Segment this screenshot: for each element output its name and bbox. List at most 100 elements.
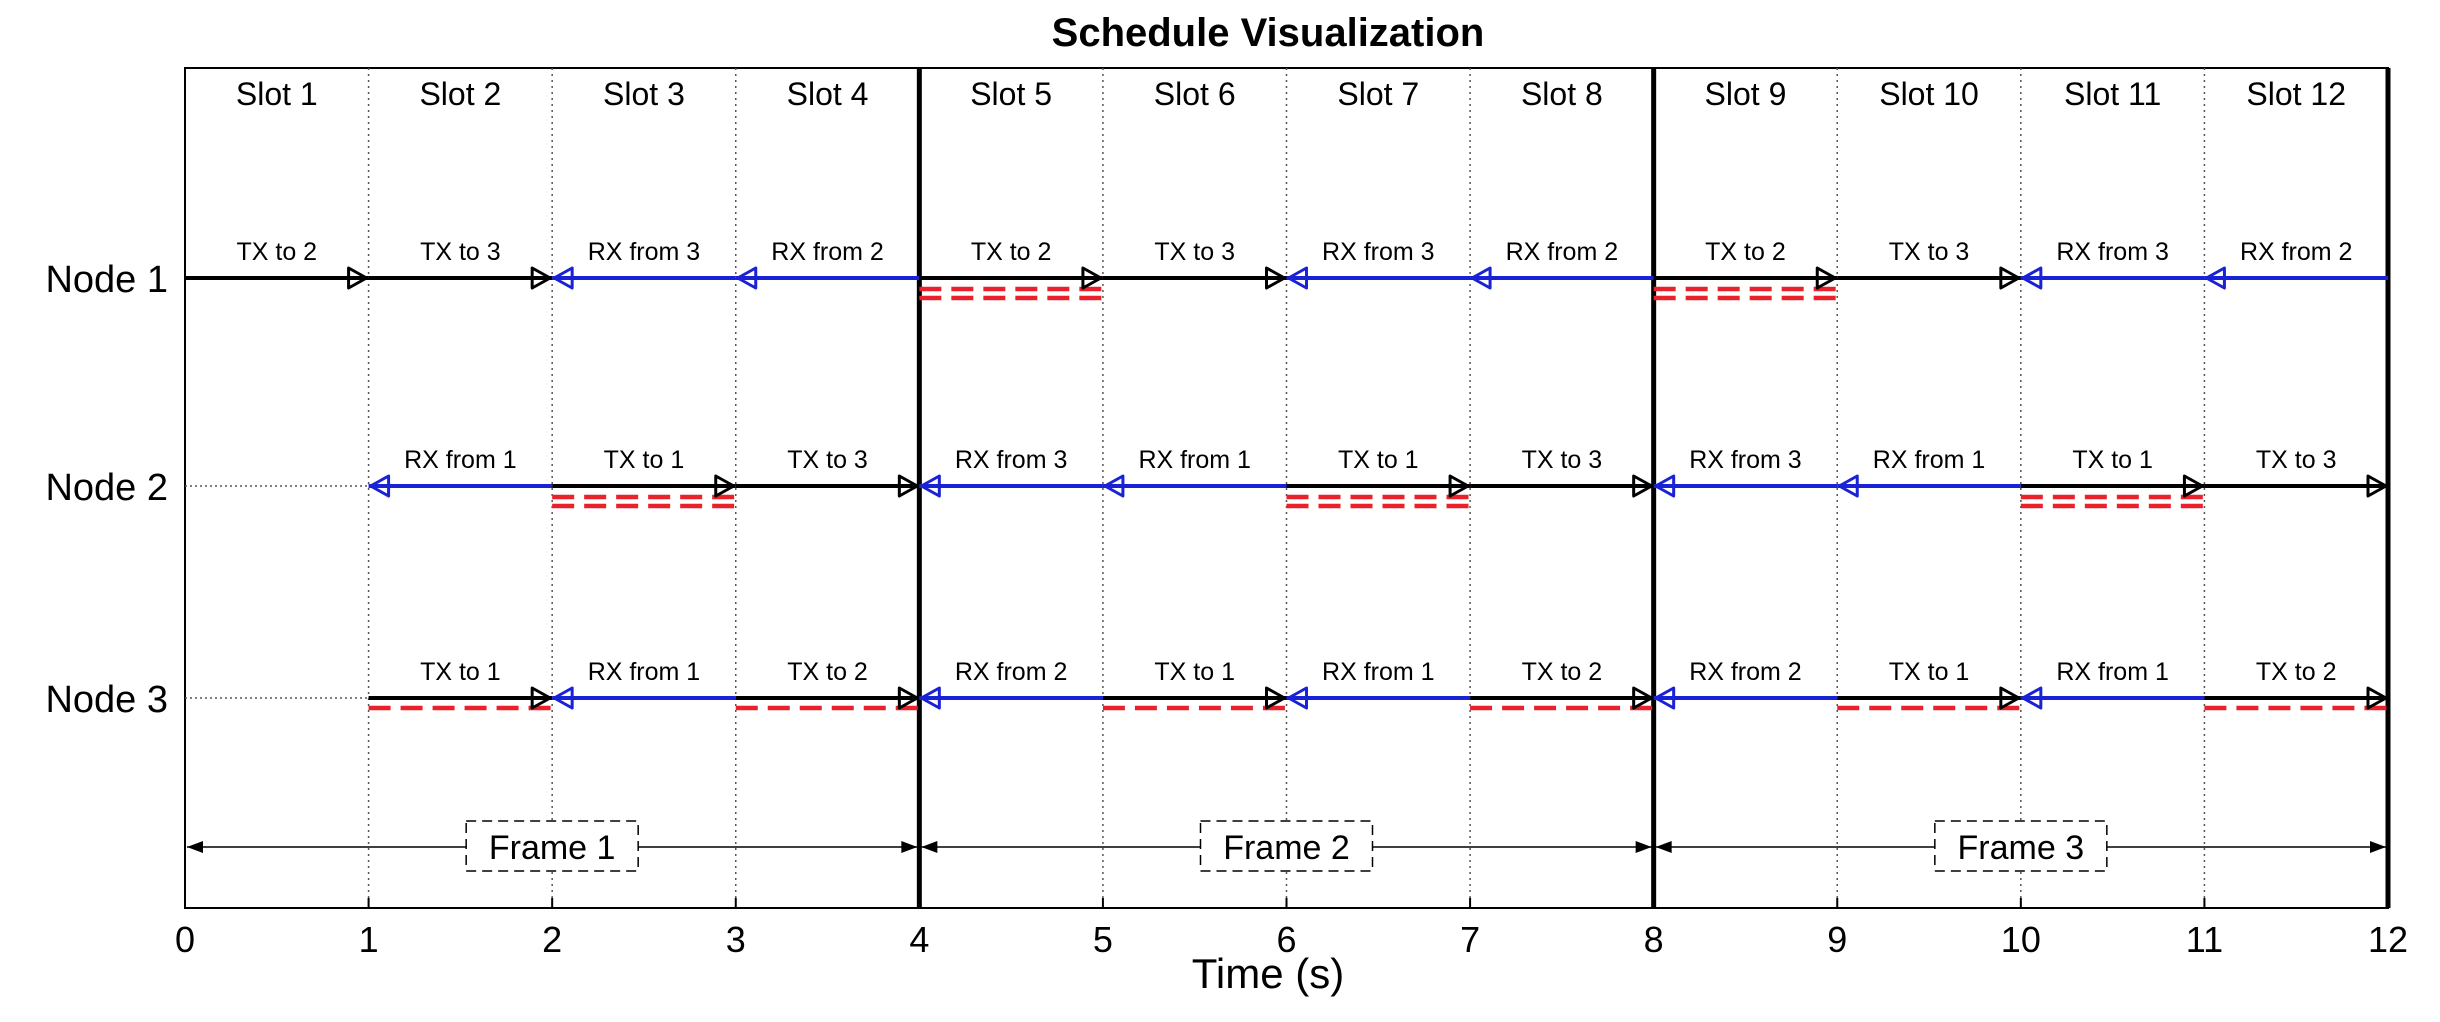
- slot-label: Slot 1: [236, 76, 318, 112]
- segment-label: RX from 2: [1689, 658, 1802, 686]
- segment-label: RX from 2: [955, 658, 1068, 686]
- segment-label: RX from 3: [955, 446, 1068, 474]
- segment-arrowhead: [1287, 266, 1308, 290]
- frame-label: Frame 2: [1223, 829, 1350, 867]
- segment-label: RX from 3: [1689, 446, 1802, 474]
- segment-label: RX from 3: [2056, 238, 2169, 266]
- segment-arrowhead: [369, 474, 391, 498]
- segment-label: TX to 3: [2256, 446, 2337, 474]
- frame-arrowhead-right: [2370, 841, 2386, 853]
- segment-label: TX to 3: [1522, 446, 1603, 474]
- slot-label: Slot 7: [1337, 76, 1419, 112]
- segment-arrowhead: [1632, 474, 1654, 498]
- slot-label: Slot 12: [2246, 76, 2346, 112]
- segment-label: TX to 3: [420, 238, 501, 266]
- segment-arrowhead: [1815, 266, 1837, 290]
- segment-arrowhead: [2021, 266, 2043, 290]
- segment-label: TX to 3: [1889, 238, 1970, 266]
- segment-label: RX from 3: [1322, 238, 1435, 266]
- x-tick-label: 0: [175, 919, 195, 960]
- x-tick-label: 8: [1644, 919, 1664, 960]
- segment-label: RX from 2: [771, 238, 884, 266]
- slot-label: Slot 6: [1154, 76, 1236, 112]
- segment-arrowhead: [897, 686, 919, 710]
- x-tick-label: 3: [726, 919, 746, 960]
- segment-arrowhead: [2021, 686, 2043, 710]
- segment-arrowhead: [347, 266, 369, 290]
- x-axis-label: Time (s): [1192, 950, 1344, 997]
- segment-label: TX to 2: [1522, 658, 1603, 686]
- segment-arrowhead: [1999, 686, 2021, 710]
- segment-label: RX from 1: [1138, 446, 1251, 474]
- diagram-title: Schedule Visualization: [1052, 11, 1485, 55]
- segment-arrowhead: [1103, 474, 1125, 498]
- segment-arrowhead: [1654, 686, 1676, 710]
- x-tick-label: 4: [909, 919, 929, 960]
- frame-arrowhead-right: [901, 841, 918, 853]
- slot-label: Slot 10: [1879, 76, 1979, 112]
- frame-arrowhead-left: [1655, 841, 1672, 853]
- slot-label: Slot 11: [2064, 76, 2161, 112]
- node-label: Node 2: [45, 467, 168, 509]
- segment-label: RX from 2: [2240, 238, 2353, 266]
- slot-label: Slot 9: [1705, 76, 1787, 112]
- segment-arrowhead: [530, 686, 552, 710]
- slot-label: Slot 2: [419, 76, 501, 112]
- slot-label: Slot 8: [1521, 76, 1603, 112]
- segment-label: TX to 2: [1705, 238, 1786, 266]
- x-tick-label: 12: [2368, 919, 2408, 960]
- segment-label: RX from 1: [2056, 658, 2169, 686]
- segment-label: TX to 2: [787, 658, 868, 686]
- segment-label: TX to 1: [1338, 446, 1419, 474]
- segment-arrowhead: [1448, 474, 1470, 498]
- segment-arrowhead: [2366, 474, 2388, 498]
- frame-label-box: [1199, 820, 1374, 872]
- segment-arrowhead: [1999, 266, 2021, 290]
- frame-arrowhead-left: [921, 841, 938, 853]
- segment-arrowhead: [1287, 686, 1308, 710]
- segment-label: RX from 2: [1506, 238, 1619, 266]
- node-lanes: Node 1 TX to 2 TX to 3 RX from 3 RX from 2 TX…: [45, 238, 2388, 721]
- segment-label: TX to 2: [971, 238, 1052, 266]
- segment-arrowhead: [552, 266, 574, 290]
- x-tick-label: 1: [359, 919, 379, 960]
- segment-arrowhead: [897, 474, 919, 498]
- slot-label: Slot 5: [970, 76, 1052, 112]
- x-tick-label: 6: [1276, 919, 1296, 960]
- slot-label: Slot 3: [603, 76, 685, 112]
- segment-label: TX to 2: [2256, 658, 2337, 686]
- segment-arrowhead: [1654, 474, 1676, 498]
- segment-arrowhead: [1265, 266, 1286, 290]
- segment-arrowhead: [1632, 686, 1654, 710]
- slot-label: Slot 4: [787, 76, 869, 112]
- segment-label: RX from 3: [588, 238, 701, 266]
- node-label: Node 1: [45, 259, 168, 301]
- segment-arrowhead: [1265, 686, 1286, 710]
- segment-arrowhead: [2182, 474, 2204, 498]
- segment-arrowhead: [714, 474, 736, 498]
- x-tick-label: 2: [542, 919, 562, 960]
- segment-label: RX from 1: [404, 446, 517, 474]
- segment-label: TX to 3: [787, 446, 868, 474]
- segment-arrowhead: [919, 686, 941, 710]
- frame-label: Frame 3: [1958, 829, 2085, 867]
- frame-label-box: [1934, 820, 2108, 872]
- frame-arrowhead-right: [1635, 841, 1652, 853]
- x-tick-label: 11: [2186, 919, 2223, 960]
- segment-arrowhead: [919, 474, 941, 498]
- node-label: Node 3: [45, 679, 168, 721]
- segment-label: TX to 1: [604, 446, 685, 474]
- x-tick-label: 9: [1827, 919, 1847, 960]
- segment-arrowhead: [1081, 266, 1103, 290]
- segment-arrowhead: [1470, 266, 1492, 290]
- segment-label: RX from 1: [1873, 446, 1986, 474]
- segment-label: TX to 3: [1154, 238, 1235, 266]
- frame-label-box: [465, 820, 639, 872]
- segment-label: TX to 1: [1154, 658, 1235, 686]
- segment-label: RX from 1: [1322, 658, 1435, 686]
- segment-label: TX to 1: [2072, 446, 2153, 474]
- segment-label: TX to 1: [1889, 658, 1970, 686]
- frame-arrowhead-left: [187, 841, 203, 853]
- segment-arrowhead: [736, 266, 758, 290]
